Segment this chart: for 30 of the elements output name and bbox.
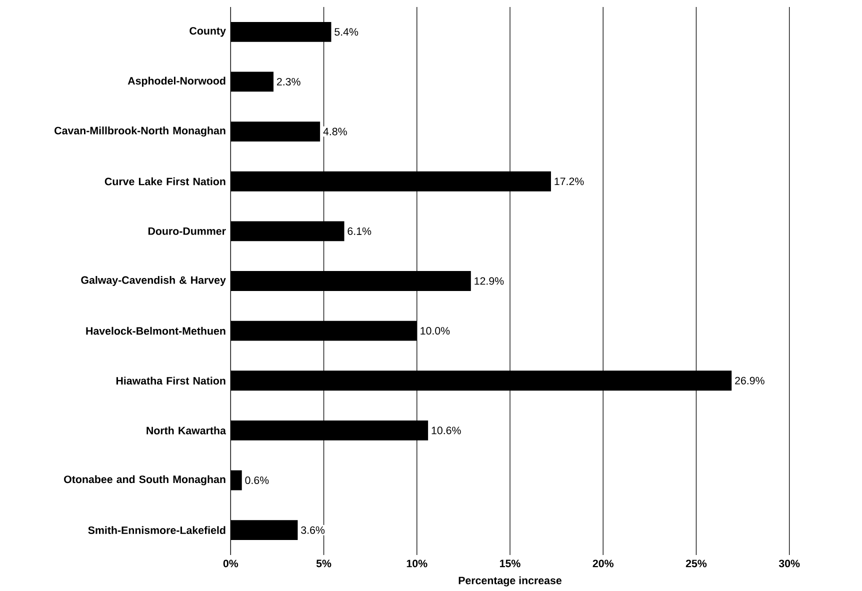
y-tick-label: Curve Lake First Nation xyxy=(104,178,226,186)
x-tick-label: 10% xyxy=(406,560,428,568)
data-label: 6.1% xyxy=(348,227,372,236)
data-label: 5.4% xyxy=(334,28,358,36)
x-tick-label: 15% xyxy=(500,560,520,568)
y-tick-label: Havelock-Belmont-Methuen xyxy=(86,326,226,335)
y-tick-label: Otonabee and South Monaghan xyxy=(64,475,226,486)
data-label: 26.9% xyxy=(735,376,764,384)
y-tick-label: Smith-Ennismore-Lakefield xyxy=(88,526,226,534)
x-axis-title: Percentage increase xyxy=(458,576,562,586)
data-label: 2.3% xyxy=(276,78,300,86)
data-label: 3.6% xyxy=(301,526,325,534)
x-tick-label: 20% xyxy=(592,560,614,568)
data-label: 10.0% xyxy=(420,327,450,335)
x-tick-label: 0% xyxy=(223,560,238,568)
data-label: 17.2% xyxy=(554,178,584,186)
y-tick-label: Cavan-Millbrook-North Monaghan xyxy=(54,126,226,137)
y-tick-label: Asphodel-Norwood xyxy=(128,76,226,87)
y-tick-label: North Kawartha xyxy=(146,426,226,434)
x-tick-label: 5% xyxy=(316,560,332,568)
x-tick-label: 30% xyxy=(778,560,800,568)
y-tick-label: Douro-Dummer xyxy=(148,228,226,235)
data-label: 12.9% xyxy=(474,277,504,285)
y-tick-label: County xyxy=(190,27,226,37)
y-tick-label: Galway-Cavendish & Harvey xyxy=(81,276,226,286)
y-tick-label: Hiawatha First Nation xyxy=(116,376,226,385)
data-label: 10.6% xyxy=(432,426,461,434)
x-tick-label: 25% xyxy=(686,560,707,568)
data-label: 4.8% xyxy=(323,128,347,136)
data-label: 0.6% xyxy=(245,476,269,484)
